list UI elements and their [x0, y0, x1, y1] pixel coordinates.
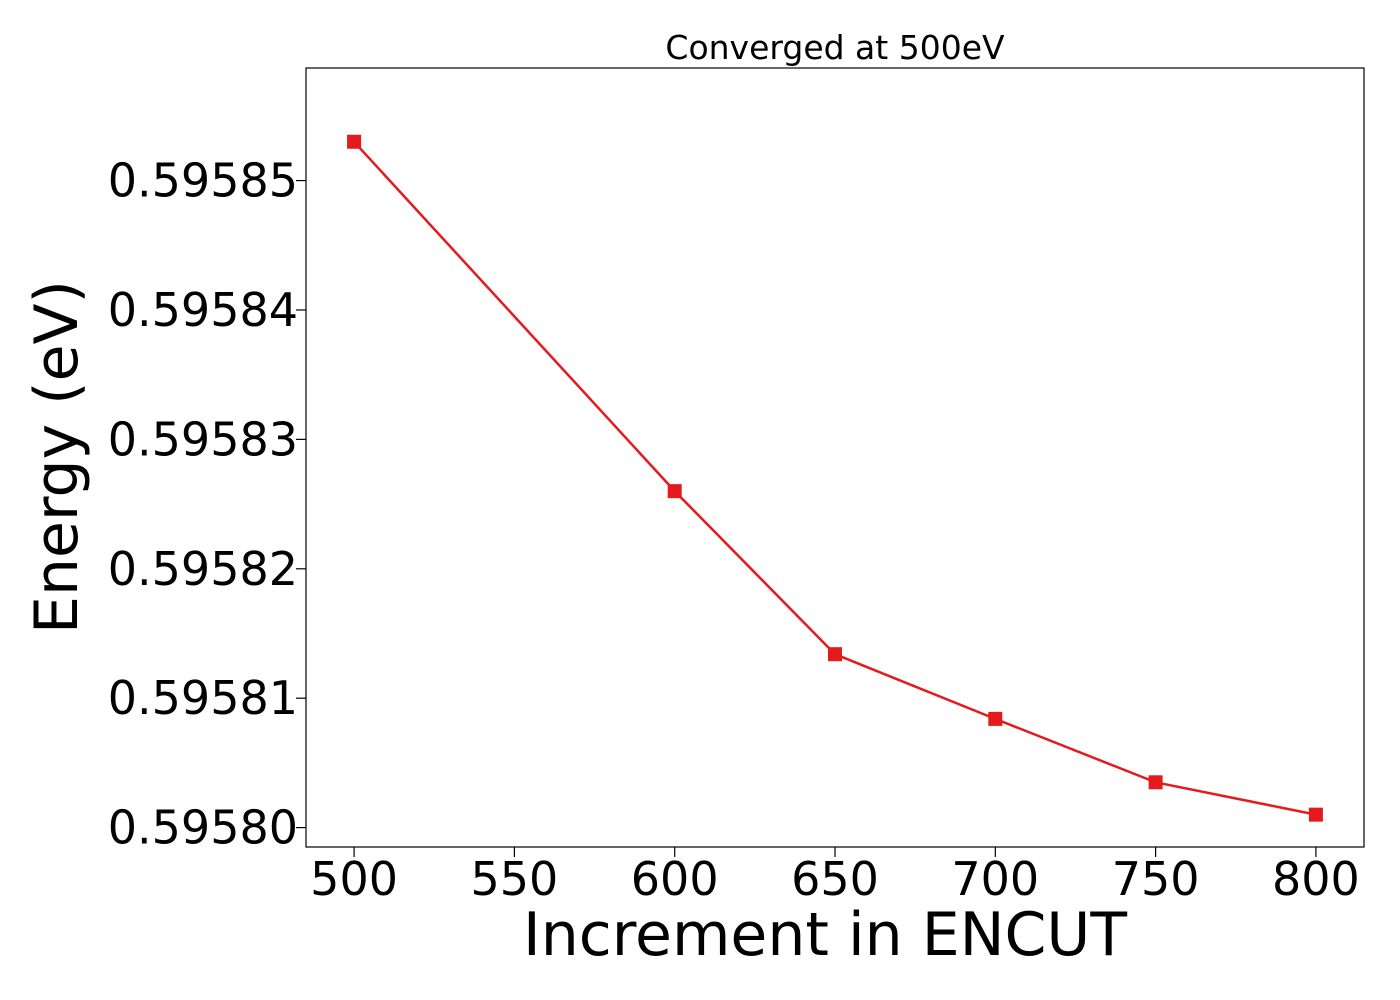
- x-tick-label: 800: [1272, 852, 1360, 906]
- x-axis-title: Increment in ENCUT: [523, 900, 1127, 970]
- y-tick-label: 0.59585: [108, 154, 298, 208]
- x-tick-label: 750: [1112, 852, 1200, 906]
- x-tick-label: 600: [631, 852, 719, 906]
- y-axis-title: Energy (eV): [22, 280, 92, 634]
- x-axis-ticks: 500 550 600 650 700 750 800: [310, 847, 1360, 906]
- series-layer: [347, 134, 1323, 822]
- x-tick-label: 700: [951, 852, 1039, 906]
- data-point: [988, 711, 1003, 726]
- data-point: [1308, 807, 1323, 822]
- plot-frame: [305, 67, 1365, 848]
- y-axis-ticks: 0.59580 0.59581 0.59582 0.59583 0.59584 0.595…: [108, 154, 306, 855]
- x-tick-label: 550: [470, 852, 558, 906]
- y-tick-label: 0.59582: [108, 542, 298, 596]
- y-tick-label: 0.59580: [108, 801, 298, 855]
- chart-title: Converged at 500eV: [665, 28, 1005, 67]
- data-point: [1148, 775, 1163, 790]
- series-line: [353, 140, 1317, 816]
- data-point: [347, 134, 362, 149]
- y-tick-label: 0.59583: [108, 412, 298, 466]
- y-tick-label: 0.59584: [108, 283, 298, 337]
- data-point: [828, 647, 842, 662]
- y-tick-label: 0.59581: [108, 671, 298, 725]
- x-tick-label: 650: [791, 852, 879, 906]
- data-point: [667, 484, 682, 499]
- x-tick-label: 500: [310, 852, 398, 906]
